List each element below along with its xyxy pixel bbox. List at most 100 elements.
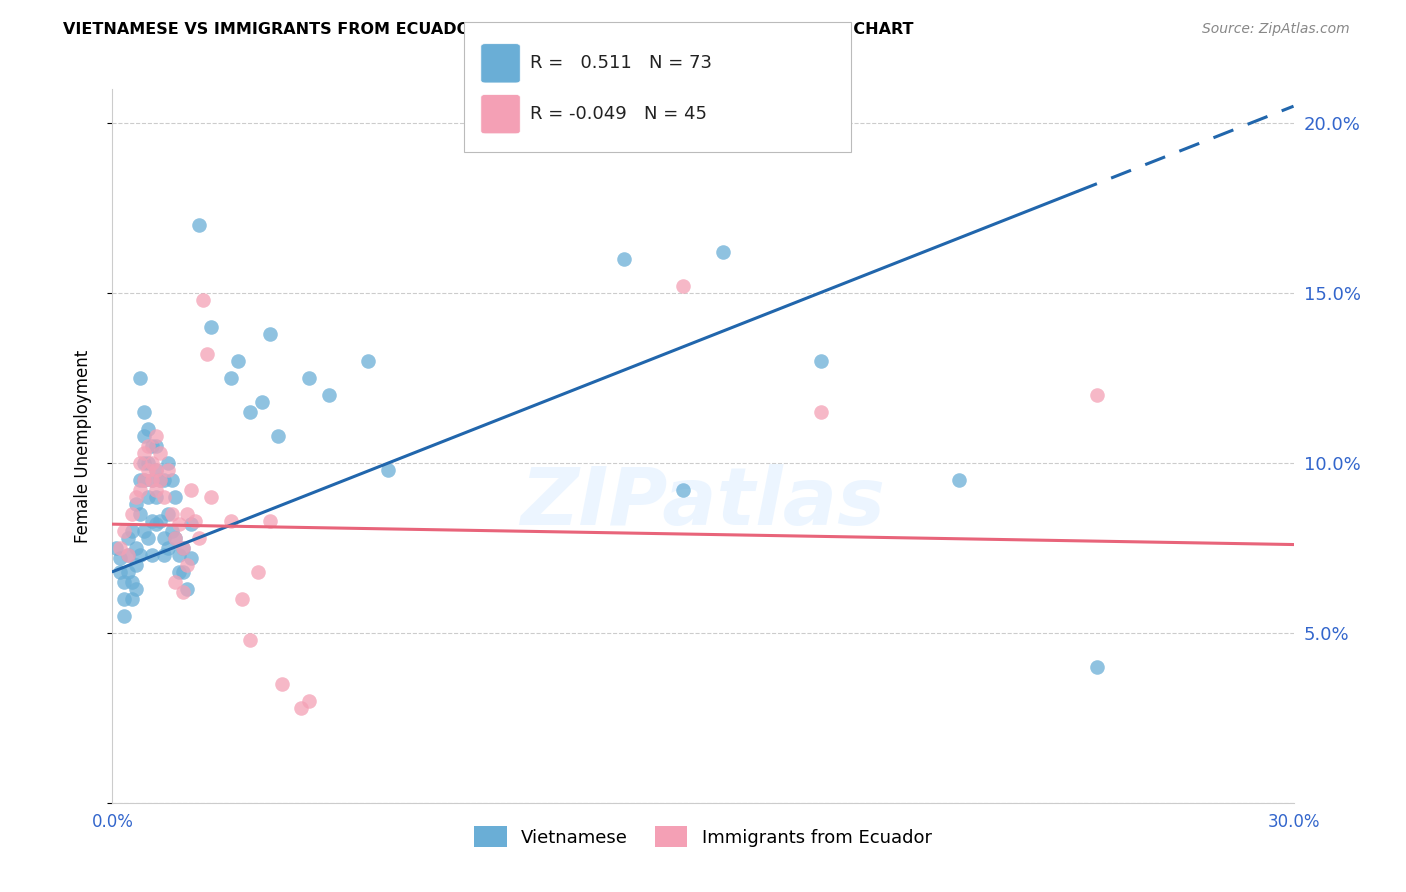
Point (132, 524, 155, 538)
Point (172, 585, 194, 599)
Point (810, 405, 832, 419)
Text: Source: ZipAtlas.com: Source: ZipAtlas.com (1202, 22, 1350, 37)
Point (145, 463, 167, 477)
Point (141, 514, 163, 528)
Point (172, 541, 194, 555)
Point (165, 531, 187, 545)
Point (112, 524, 135, 538)
Point (165, 490, 187, 504)
Point (125, 582, 148, 596)
Text: R = -0.049   N = 45: R = -0.049 N = 45 (530, 105, 707, 123)
Point (298, 371, 321, 385)
Point (132, 446, 155, 460)
Point (191, 293, 214, 307)
Point (219, 514, 242, 528)
Point (176, 507, 198, 521)
Point (112, 574, 135, 589)
Point (110, 565, 132, 579)
Point (132, 429, 155, 443)
Point (129, 507, 152, 521)
Point (711, 245, 734, 260)
Point (125, 541, 148, 555)
Point (259, 514, 281, 528)
Point (200, 490, 222, 504)
Point (270, 677, 292, 691)
Point (149, 473, 172, 487)
Point (165, 531, 187, 545)
Y-axis label: Female Unemployment: Female Unemployment (73, 350, 91, 542)
Point (152, 531, 174, 545)
Point (298, 694, 321, 708)
Point (1085, 660, 1108, 674)
Point (105, 541, 128, 555)
Point (290, 700, 312, 714)
Point (136, 422, 159, 436)
Point (112, 608, 135, 623)
Point (132, 473, 155, 487)
Text: R =   0.511   N = 73: R = 0.511 N = 73 (530, 54, 711, 72)
Point (117, 565, 139, 579)
Point (169, 565, 191, 579)
Point (129, 456, 152, 470)
Point (136, 463, 159, 477)
Point (152, 473, 174, 487)
Point (129, 371, 152, 385)
Point (172, 565, 194, 579)
Point (145, 490, 167, 504)
Point (121, 524, 143, 538)
Point (357, 354, 380, 368)
Point (145, 517, 167, 532)
Point (145, 483, 167, 498)
Point (121, 591, 143, 606)
Point (129, 483, 152, 498)
Point (172, 541, 194, 555)
Point (156, 541, 179, 555)
Text: VIETNAMESE VS IMMIGRANTS FROM ECUADOR FEMALE UNEMPLOYMENT CORRELATION CHART: VIETNAMESE VS IMMIGRANTS FROM ECUADOR FE… (63, 22, 914, 37)
Text: ZIPatlas: ZIPatlas (520, 464, 886, 542)
Point (145, 439, 167, 453)
Point (259, 326, 281, 341)
Point (156, 463, 179, 477)
Point (152, 490, 174, 504)
Point (267, 429, 290, 443)
Point (149, 446, 172, 460)
Point (152, 548, 174, 562)
Point (141, 439, 163, 453)
Point (136, 439, 159, 453)
Point (195, 347, 218, 361)
Point (136, 490, 159, 504)
Point (117, 531, 139, 545)
Point (169, 517, 191, 532)
Point (176, 582, 198, 596)
Point (180, 483, 202, 498)
Point (169, 548, 191, 562)
Point (149, 473, 172, 487)
Legend: Vietnamese, Immigrants from Ecuador: Vietnamese, Immigrants from Ecuador (467, 819, 939, 855)
Point (125, 497, 148, 511)
Point (160, 473, 183, 487)
Point (129, 473, 152, 487)
Point (948, 473, 970, 487)
Point (136, 531, 159, 545)
Point (180, 551, 202, 566)
Point (239, 405, 262, 419)
Point (141, 473, 163, 487)
Point (188, 531, 211, 545)
Point (231, 591, 253, 606)
Point (180, 517, 202, 532)
Point (110, 541, 132, 555)
Point (810, 354, 832, 368)
Point (318, 388, 340, 402)
Point (125, 558, 148, 572)
Point (145, 463, 167, 477)
Point (129, 548, 152, 562)
Point (176, 558, 198, 572)
Point (132, 456, 155, 470)
Point (149, 514, 172, 528)
Point (141, 456, 163, 470)
Point (672, 483, 695, 498)
Point (136, 456, 159, 470)
Point (247, 565, 270, 579)
Point (125, 490, 148, 504)
Point (160, 524, 183, 538)
